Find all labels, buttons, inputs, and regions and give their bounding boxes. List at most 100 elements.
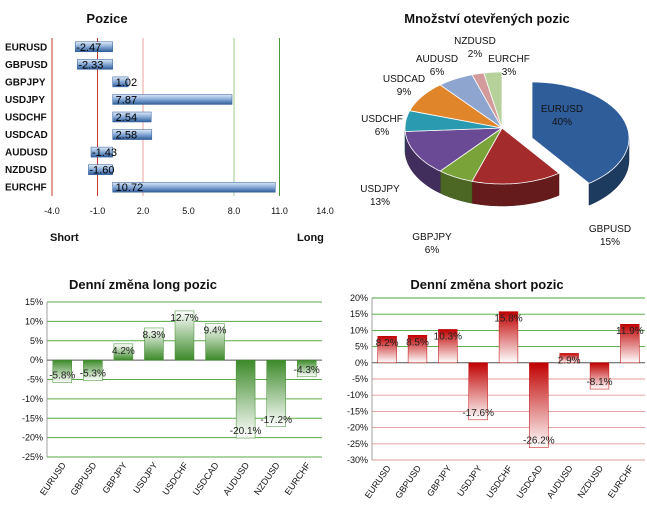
p3-bar-gbpjpy bbox=[113, 343, 134, 361]
positions-title: Pozice bbox=[86, 11, 127, 26]
p4-ytick-20: -20% bbox=[347, 423, 368, 433]
pie-label-audusd: AUDUSD bbox=[416, 54, 458, 65]
p3-bar-gbpusd bbox=[83, 359, 103, 381]
positions-value-usdjpy: 7.87 bbox=[116, 94, 137, 106]
positions-value-eurchf: 10.72 bbox=[116, 182, 144, 194]
p4-ytick-10: 10% bbox=[350, 325, 368, 335]
positions-bar-usdjpy bbox=[112, 94, 233, 105]
p3-category-eurchf: EURCHF bbox=[283, 460, 313, 497]
p4-value-nzdusd: -8.1% bbox=[586, 377, 612, 388]
positions-value-gbpusd: -2.33 bbox=[78, 59, 103, 71]
positions-bar-gbpjpy bbox=[112, 76, 129, 88]
positions-category-usdchf: USDCHF bbox=[5, 113, 47, 124]
p3-category-eurusd: EURUSD bbox=[38, 460, 68, 497]
p4-bar-gbpjpy bbox=[438, 329, 458, 364]
p3-value-nzdusd: -17.2% bbox=[260, 415, 292, 426]
p3-ytick-10: -10% bbox=[22, 394, 43, 404]
p4-ytick-30: -30% bbox=[347, 455, 368, 465]
p3-ytick-5: -5% bbox=[27, 375, 43, 385]
pie-slice-usdcad bbox=[409, 84, 503, 129]
positions-chart: Pozice EURUSD GBPUSD GBPJPY USDJPY USDCHF USD… bbox=[5, 11, 334, 244]
pie-slice-audusd bbox=[439, 74, 503, 129]
p4-ytick-15: -15% bbox=[347, 406, 368, 416]
p4-value-gbpjpy: 10.3% bbox=[434, 331, 462, 342]
p3-value-eurusd: -5.8% bbox=[49, 371, 75, 382]
p4-bar-usdcad bbox=[529, 362, 549, 448]
p4-category-eurchf: EURCHF bbox=[606, 463, 636, 500]
p4-value-eurchf: 11.9% bbox=[616, 326, 644, 337]
daily-long-chart: Denní změna long pozic -5.8% -5.3% 4.2% 8.3… bbox=[22, 277, 322, 497]
daily-short-title: Denní změna short pozic bbox=[410, 277, 563, 292]
pie-pct-eurchf: 3% bbox=[502, 67, 517, 78]
p4-category-usdjpy: USDJPY bbox=[455, 463, 484, 498]
positions-category-audusd: AUDUSD bbox=[5, 148, 48, 159]
positions-bar-usdchf bbox=[112, 111, 152, 123]
pie-pct-usdjpy: 13% bbox=[370, 197, 390, 208]
p4-value-gbpusd: 8.5% bbox=[406, 337, 429, 348]
p3-bar-audusd bbox=[235, 359, 256, 439]
p4-value-eurusd: 8.2% bbox=[376, 338, 399, 349]
daily-short-chart: Denní změna short pozic 8.2% 8.5% 10.3% -17… bbox=[347, 277, 645, 500]
p4-bar-eurchf bbox=[620, 323, 640, 364]
positions-xtick-2-0: 2.0 bbox=[137, 206, 150, 216]
positions-xtick-5-0: 5.0 bbox=[182, 206, 195, 216]
p4-category-eurusd: EURUSD bbox=[363, 463, 393, 500]
p3-category-usdjpy: USDJPY bbox=[131, 460, 160, 495]
positions-bar-eurusd bbox=[74, 41, 113, 53]
p3-category-usdchf: USDCHF bbox=[160, 460, 190, 497]
p4-category-usdchf: USDCHF bbox=[484, 463, 514, 500]
p4-ytick-10: -10% bbox=[347, 390, 368, 400]
pie-label-usdjpy: USDJPY bbox=[360, 184, 400, 195]
p4-ytick-5: -5% bbox=[352, 374, 368, 384]
p3-ytick-0: 0% bbox=[30, 355, 43, 365]
open-positions-chart: Množství otevřených pozic EURUSD 40% GBPUS… bbox=[360, 11, 631, 256]
positions-bar-audusd bbox=[90, 146, 113, 158]
p3-bar-usdcad bbox=[205, 323, 225, 361]
positions-category-gbpusd: GBPUSD bbox=[5, 60, 48, 71]
pie-slice-gbpusd bbox=[471, 127, 560, 185]
long-label: Long bbox=[297, 232, 324, 244]
p3-value-usdjpy: 8.3% bbox=[143, 330, 166, 341]
positions-bar-eurchf bbox=[112, 181, 276, 193]
p4-bar-usdchf bbox=[498, 311, 519, 364]
p4-ytick-25: -25% bbox=[347, 439, 368, 449]
p4-ytick-20: 20% bbox=[350, 293, 368, 303]
p4-bar-usdjpy bbox=[468, 362, 488, 421]
pie-pct-eurusd: 40% bbox=[552, 117, 572, 128]
p4-ytick-5: 5% bbox=[355, 342, 368, 352]
pie-label-gbpusd: GBPUSD bbox=[589, 224, 631, 235]
p4-category-gbpjpy: GBPJPY bbox=[425, 463, 454, 498]
p4-value-usdcad: -26.2% bbox=[523, 436, 555, 447]
positions-xtick-14-0: 14.0 bbox=[316, 206, 334, 216]
pie-label-usdchf: USDCHF bbox=[361, 114, 403, 125]
p4-value-audusd: 2.9% bbox=[558, 355, 581, 366]
positions-xtick-4-0: -4.0 bbox=[44, 206, 60, 216]
positions-bar-usdcad bbox=[112, 129, 153, 140]
p3-value-gbpjpy: 4.2% bbox=[112, 346, 135, 357]
p4-bar-audusd bbox=[559, 353, 579, 364]
pie-slice-eurchf bbox=[483, 71, 503, 129]
p4-ytick-15: 15% bbox=[350, 309, 368, 319]
daily-long-title: Denní změna long pozic bbox=[69, 277, 217, 292]
p3-bar-usdchf bbox=[174, 310, 195, 361]
p3-ytick-20: -20% bbox=[22, 433, 43, 443]
p4-category-usdcad: USDCAD bbox=[514, 463, 544, 500]
positions-xtick-1-0: -1.0 bbox=[90, 206, 106, 216]
p4-ytick-0: 0% bbox=[355, 358, 368, 368]
p3-category-gbpusd: GBPUSD bbox=[68, 460, 98, 497]
p3-ytick-25: -25% bbox=[22, 452, 43, 462]
p4-category-gbpusd: GBPUSD bbox=[393, 463, 423, 500]
pie-pct-nzdusd: 2% bbox=[468, 49, 483, 60]
p3-value-audusd: -20.1% bbox=[230, 426, 262, 437]
pie-slice-eurusd bbox=[531, 81, 630, 184]
p3-bar-nzdusd bbox=[266, 359, 286, 428]
p4-bar-gbpusd bbox=[407, 335, 428, 364]
pie-label-gbpjpy: GBPJPY bbox=[412, 232, 452, 243]
pie-pct-audusd: 6% bbox=[430, 67, 445, 78]
positions-category-nzdusd: NZDUSD bbox=[5, 165, 47, 176]
p3-bar-usdjpy bbox=[144, 327, 164, 361]
positions-category-usdcad: USDCAD bbox=[5, 130, 48, 141]
positions-category-eurchf: EURCHF bbox=[5, 183, 47, 194]
p3-ytick-10: 10% bbox=[25, 316, 43, 326]
